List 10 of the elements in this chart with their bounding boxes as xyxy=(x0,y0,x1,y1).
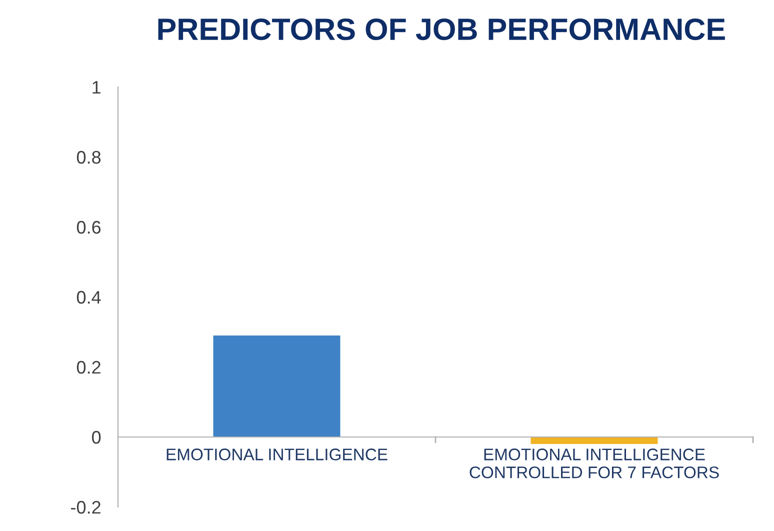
x-tick-label: EMOTIONAL INTELLIGENCE xyxy=(166,448,388,460)
y-tick-label: -0.2 xyxy=(71,500,100,514)
x-tick-label: EMOTIONAL INTELLIGENCE CONTROLLED FOR 7 FACTORS xyxy=(470,448,719,478)
y-tick-label: 0.2 xyxy=(76,360,100,374)
y-tick-label: 0 xyxy=(92,430,101,444)
chart-title: PREDICTORS OF JOB PERFORMANCE xyxy=(158,18,725,40)
y-tick-label: 0.6 xyxy=(76,220,101,234)
y-tick-label: 0.4 xyxy=(76,290,101,304)
y-tick-label: 1 xyxy=(92,81,100,94)
y-tick-label: 0.8 xyxy=(76,150,101,164)
